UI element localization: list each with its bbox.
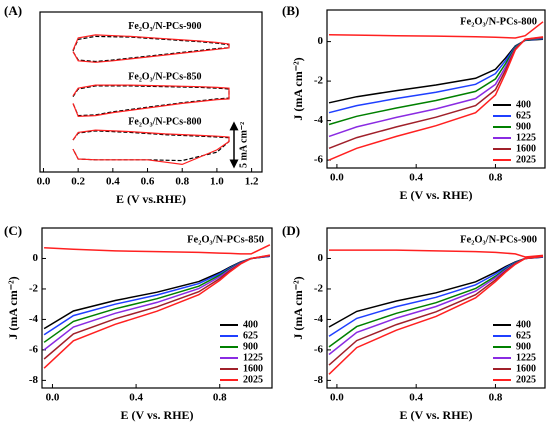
y-tick-label: -4 xyxy=(314,313,324,325)
y-tick-label: -8 xyxy=(314,374,324,386)
x-tick-label: 0.8 xyxy=(489,392,503,404)
x-tick-label: 0.4 xyxy=(409,172,423,184)
panel-label: (D) xyxy=(282,223,300,238)
y-tick-label: -6 xyxy=(29,343,39,355)
series-line xyxy=(43,254,271,360)
legend-label: 1600 xyxy=(516,143,536,154)
series-line xyxy=(328,255,544,375)
plot-frame xyxy=(41,227,273,389)
x-tick-label: 0.0 xyxy=(330,172,344,184)
y-tick-label: 0 xyxy=(318,252,324,264)
series-line xyxy=(328,255,544,348)
plot-frame xyxy=(39,11,263,173)
x-tick-label: 0.2 xyxy=(71,176,85,188)
y-tick-label: -2 xyxy=(314,282,324,294)
x-axis-label: E (V vs. RHE) xyxy=(399,408,472,422)
legend-label: 1225 xyxy=(516,132,536,143)
series-line xyxy=(328,38,544,104)
cv-solid xyxy=(72,84,230,118)
x-tick-label: 1.2 xyxy=(245,176,259,188)
legend-label: 2025 xyxy=(516,154,536,165)
x-tick-label: 1.0 xyxy=(210,176,224,188)
legend-label: 625 xyxy=(243,330,258,341)
chart-title: Fe₂O₃/N-PCs-800 xyxy=(460,16,537,27)
series-line xyxy=(328,36,544,161)
series-line xyxy=(43,254,271,369)
y-tick-label: 0 xyxy=(318,35,324,47)
plot-frame xyxy=(326,227,546,389)
x-tick-label: 0.0 xyxy=(330,392,344,404)
x-tick-label: 0.8 xyxy=(175,176,189,188)
x-tick-label: 0.8 xyxy=(489,172,503,184)
chart-title: Fe₂O₃/N-PCs-900 xyxy=(460,234,537,245)
y-tick-label: -8 xyxy=(29,374,39,386)
legend-label: 625 xyxy=(516,110,531,121)
y-tick-label: -6 xyxy=(314,343,324,355)
x-tick-label: 0.8 xyxy=(213,392,227,404)
y-axis-label: J (mA cm⁻²) xyxy=(6,276,20,339)
y-tick-label: -2 xyxy=(314,75,324,87)
legend-label: 400 xyxy=(516,319,531,330)
legend-label: 1600 xyxy=(516,363,536,374)
y-tick-label: -6 xyxy=(314,154,324,166)
legend-label: 400 xyxy=(243,319,258,330)
scale-bar-label: 5 mA cm⁻² xyxy=(238,122,249,168)
y-axis-label: J (mA cm⁻²) xyxy=(291,276,305,339)
y-tick-label: 0 xyxy=(33,252,39,264)
x-tick-label: 0.4 xyxy=(106,176,120,188)
cv-dashed xyxy=(72,35,230,63)
legend-label: 900 xyxy=(516,121,531,132)
legend-label: 900 xyxy=(243,341,258,352)
curve-label: Fe₂O₃/N-PCs-900 xyxy=(128,21,201,32)
panel-label: (C) xyxy=(4,223,22,238)
upper-trace xyxy=(329,249,544,258)
x-axis-label: E (V vs. RHE) xyxy=(120,408,193,422)
series-line xyxy=(43,255,271,343)
panel-label: (A) xyxy=(4,3,22,18)
legend-label: 2025 xyxy=(243,374,263,385)
curve-label: Fe₂O₃/N-PCs-850 xyxy=(128,71,201,82)
upper-trace xyxy=(328,21,544,39)
curve-label: Fe₂O₃/N-PCs-800 xyxy=(128,116,201,127)
x-tick-label: 0.4 xyxy=(129,392,143,404)
legend-label: 625 xyxy=(516,330,531,341)
y-tick-label: -4 xyxy=(29,313,39,325)
series-line xyxy=(328,255,544,356)
panel-label: (B) xyxy=(282,3,299,18)
x-axis-label: E (V vs.RHE) xyxy=(116,192,186,206)
x-tick-label: 0.6 xyxy=(141,176,155,188)
cv-dashed xyxy=(72,130,230,162)
chart-title: Fe₂O₃/N-PCs-850 xyxy=(187,234,264,245)
legend-label: 1225 xyxy=(516,352,536,363)
x-tick-label: 0.0 xyxy=(46,392,60,404)
x-tick-label: 0.4 xyxy=(409,392,423,404)
legend-label: 1600 xyxy=(243,363,263,374)
x-tick-label: 0.0 xyxy=(37,176,51,188)
legend-label: 900 xyxy=(516,341,531,352)
plot-frame xyxy=(326,9,546,169)
y-axis-label: J (mA cm⁻²) xyxy=(291,57,305,120)
legend-label: 2025 xyxy=(516,374,536,385)
y-tick-label: -2 xyxy=(29,282,39,294)
y-tick-label: -4 xyxy=(314,114,324,126)
cv-solid xyxy=(72,129,230,166)
cv-solid xyxy=(72,34,230,63)
upper-trace xyxy=(44,244,271,255)
legend-label: 1225 xyxy=(243,352,263,363)
series-line xyxy=(328,38,544,114)
legend-label: 400 xyxy=(516,99,531,110)
x-axis-label: E (V vs. RHE) xyxy=(399,188,472,202)
